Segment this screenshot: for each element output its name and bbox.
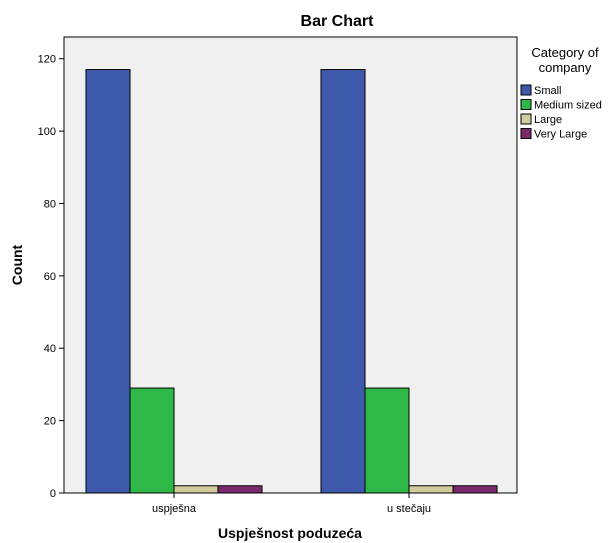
y-tick-label-0: 0 <box>50 488 56 500</box>
legend-label-1: Small <box>534 85 562 97</box>
legend-label-4: Very Large <box>534 129 587 141</box>
legend-swatch-4 <box>520 128 532 139</box>
legend-swatch-2 <box>520 99 532 110</box>
x-axis: uspješna u stečaju <box>152 493 431 515</box>
legend-label-2: Medium sized <box>534 100 602 112</box>
bar-1-4 <box>217 485 263 494</box>
y-tick-label-120: 120 <box>38 54 56 66</box>
chart-title: Bar Chart <box>301 13 375 30</box>
y-tick-label-40: 40 <box>44 343 56 355</box>
bar-1-2 <box>129 387 175 494</box>
y-axis-label: Count <box>9 244 25 285</box>
legend-label-3: Large <box>534 114 562 126</box>
bar-2-1 <box>320 69 366 494</box>
bar-2-3 <box>408 485 454 494</box>
x-tick-label-1: uspješna <box>152 503 197 515</box>
bar-2-2 <box>364 387 410 494</box>
y-axis: 0 20 40 60 80 100 120 <box>38 54 64 500</box>
x-tick-label-2: u stečaju <box>387 503 431 515</box>
bars <box>85 69 498 494</box>
y-tick-label-80: 80 <box>44 198 56 210</box>
legend-swatch-3 <box>520 113 532 125</box>
legend-title-line-2: company <box>539 60 592 75</box>
y-tick-label-60: 60 <box>44 271 56 283</box>
y-tick-label-100: 100 <box>38 126 56 138</box>
legend-title-line-1: Category of <box>531 45 599 60</box>
x-axis-label: Uspješnost poduzeća <box>218 525 362 541</box>
bar-1-1 <box>85 69 131 494</box>
legend-swatch-1 <box>520 84 532 96</box>
bar-2-4 <box>452 485 498 494</box>
y-tick-label-20: 20 <box>44 416 56 428</box>
bar-1-3 <box>173 485 219 494</box>
